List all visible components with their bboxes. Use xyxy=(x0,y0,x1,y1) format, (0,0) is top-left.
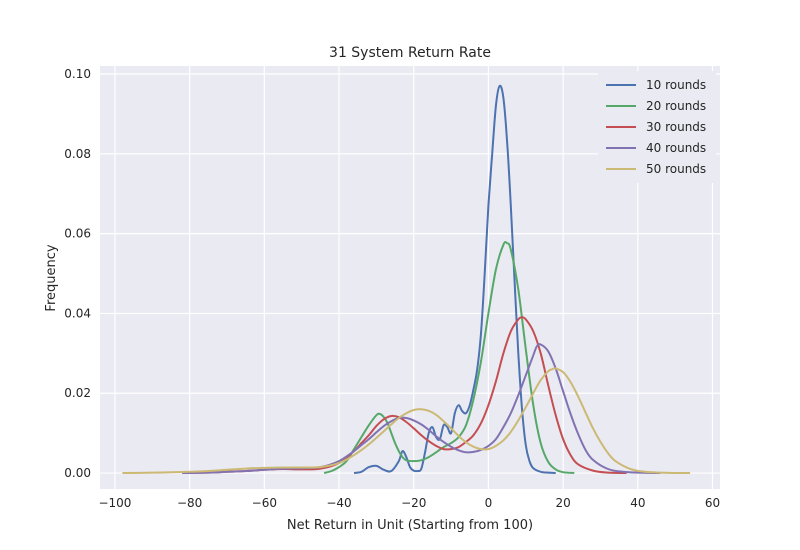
chart-title: 31 System Return Rate xyxy=(329,45,491,61)
x-tick-label: 20 xyxy=(555,496,570,510)
legend-label-4: 40 rounds xyxy=(646,141,706,155)
y-axis-label: Frequency xyxy=(44,244,59,311)
series-line-5 xyxy=(122,367,691,475)
series-lines xyxy=(122,84,691,475)
y-tick-label: 0.04 xyxy=(64,306,91,320)
legend-label-3: 30 rounds xyxy=(646,120,706,134)
x-tick-label: 40 xyxy=(630,496,645,510)
x-axis-label: Net Return in Unit (Starting from 100) xyxy=(287,518,533,533)
series-line-1 xyxy=(353,84,556,474)
y-tick-label: 0.08 xyxy=(64,147,91,161)
y-tick-label: 0.10 xyxy=(64,67,91,81)
x-tick-label: −40 xyxy=(326,496,351,510)
series-line-2 xyxy=(323,241,575,474)
legend-box xyxy=(598,71,716,183)
x-axis-ticks: −100 −80 −60 −40 −20 0 20 40 60 xyxy=(98,496,720,510)
x-tick-label: 0 xyxy=(485,496,493,510)
legend-label-5: 50 rounds xyxy=(646,162,706,176)
series-line-4 xyxy=(182,343,661,474)
x-tick-label: −60 xyxy=(252,496,277,510)
x-tick-label: −20 xyxy=(401,496,426,510)
x-tick-label: −80 xyxy=(177,496,202,510)
series-line-3 xyxy=(182,316,627,474)
x-tick-label: 60 xyxy=(705,496,720,510)
legend-label-2: 20 rounds xyxy=(646,99,706,113)
legend-label-1: 10 rounds xyxy=(646,78,706,92)
y-axis-ticks: 0.00 0.02 0.04 0.06 0.08 0.10 xyxy=(64,67,91,480)
y-tick-label: 0.02 xyxy=(64,386,91,400)
y-tick-label: 0.00 xyxy=(64,466,91,480)
x-tick-label: −100 xyxy=(98,496,131,510)
y-tick-label: 0.06 xyxy=(64,227,91,241)
legend: 10 rounds 20 rounds 30 rounds 40 rounds 50 r… xyxy=(598,71,716,183)
